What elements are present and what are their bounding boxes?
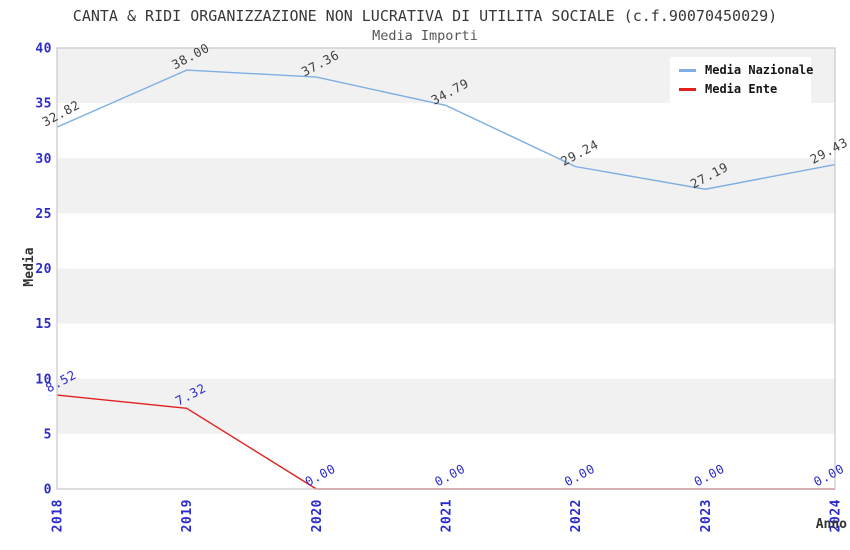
y-tick-label: 40: [35, 42, 52, 57]
legend-item-media-ente: Media Ente: [679, 83, 803, 96]
y-tick-label: 15: [35, 317, 52, 332]
grid-band: [57, 158, 835, 214]
media-nazionale-line-swatch: [679, 69, 696, 72]
x-tick-label: 2024: [829, 499, 844, 532]
x-tick-label: 2019: [180, 499, 195, 532]
y-tick-label: 20: [35, 262, 52, 277]
y-tick-label: 30: [35, 152, 52, 167]
y-tick-label: 0: [44, 483, 52, 498]
x-tick-label: 2023: [699, 499, 714, 532]
x-tick-label: 2021: [440, 499, 455, 532]
legend-label: Media Nazionale: [705, 63, 814, 77]
x-tick-label: 2018: [51, 499, 66, 532]
y-tick-label: 10: [35, 372, 52, 387]
chart-subtitle: Media Importi: [372, 28, 478, 44]
chart-legend: Media Nazionale Media Ente: [670, 57, 813, 103]
y-tick-label: 25: [35, 207, 52, 222]
y-tick-label: 5: [44, 427, 52, 442]
legend-label: Media Ente: [705, 82, 778, 96]
data-point-label: 0.00: [432, 461, 468, 490]
x-axis-title: Anno: [816, 517, 847, 532]
x-tick-label: 2020: [310, 499, 325, 532]
data-point-label: 0.00: [691, 461, 727, 490]
legend-item-media-nazionale: Media Nazionale: [679, 64, 813, 77]
grid-band: [57, 268, 835, 324]
y-tick-label: 35: [35, 97, 52, 112]
data-point-label: 0.00: [562, 461, 598, 490]
data-point-label: 0.00: [811, 461, 847, 490]
media-ente-line-swatch: [679, 88, 696, 91]
plot-border: [56, 47, 836, 490]
x-tick-label: 2022: [569, 499, 584, 532]
data-point-label: 0.00: [302, 461, 338, 490]
series-line-media-nazionale: [56, 69, 836, 190]
y-axis-title: Media: [22, 247, 37, 286]
grid-band: [57, 378, 835, 434]
chart-title: CANTA & RIDI ORGANIZZAZIONE NON LUCRATIV…: [72, 7, 778, 25]
